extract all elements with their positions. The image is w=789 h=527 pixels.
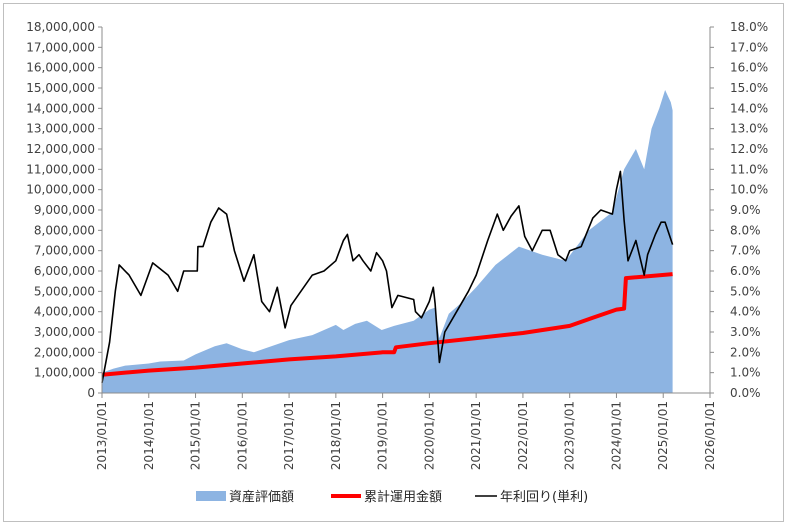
x-tick-label: 2024/01/01 [609, 401, 623, 470]
y2-tick-label: 2.0% [730, 345, 761, 359]
y2-tick-label: 16.0% [730, 61, 768, 75]
plot-area [101, 90, 674, 393]
y-tick-label: 3,000,000 [34, 325, 95, 339]
y-tick-label: 10,000,000 [26, 183, 95, 197]
x-tick-label: 2014/01/01 [142, 401, 156, 470]
x-tick-label: 2018/01/01 [329, 401, 343, 470]
x-tick-label: 2019/01/01 [376, 401, 390, 470]
y-tick-label: 17,000,000 [26, 40, 95, 54]
y2-tick-label: 12.0% [730, 142, 768, 156]
y2-tick-label: 8.0% [730, 223, 761, 237]
y-tick-label: 4,000,000 [34, 305, 95, 319]
x-tick-label: 2025/01/01 [656, 401, 670, 470]
y2-tick-label: 11.0% [730, 162, 768, 176]
y2-tick-label: 15.0% [730, 81, 768, 95]
y2-tick-label: 1.0% [730, 366, 761, 380]
x-tick-label: 2020/01/01 [422, 401, 436, 470]
y2-tick-label: 18.0% [730, 20, 768, 34]
y-tick-label: 6,000,000 [34, 264, 95, 278]
y2-tick-label: 3.0% [730, 325, 761, 339]
y2-tick-label: 7.0% [730, 244, 761, 258]
series-area-0 [102, 90, 673, 393]
legend-label-2: 年利回り(単利) [500, 489, 588, 505]
x-tick-label: 2026/01/01 [703, 401, 717, 470]
y-tick-label: 12,000,000 [26, 142, 95, 156]
y-tick-label: 15,000,000 [26, 81, 95, 95]
axes: 0 1,000,000 2,000,000 3,000,000 4,000,000 5,0… [26, 20, 768, 470]
legend-label-0: 資産評価額 [229, 489, 294, 505]
series-line-2 [101, 170, 674, 383]
y-tick-label: 8,000,000 [34, 223, 95, 237]
x-tick-label: 2013/01/01 [95, 401, 109, 470]
y2-tick-label: 13.0% [730, 122, 768, 136]
series-line-1 [101, 272, 673, 377]
y2-tick-label: 6.0% [730, 264, 761, 278]
y-tick-label: 18,000,000 [26, 20, 95, 34]
y-tick-label: 11,000,000 [26, 162, 95, 176]
x-tick-label: 2015/01/01 [189, 401, 203, 470]
y2-tick-label: 17.0% [730, 40, 768, 54]
y-tick-label: 0 [87, 386, 95, 400]
y2-tick-label: 10.0% [730, 183, 768, 197]
y2-tick-label: 9.0% [730, 203, 761, 217]
x-tick-label: 2021/01/01 [469, 401, 483, 470]
y2-tick-label: 4.0% [730, 305, 761, 319]
x-tick-label: 2023/01/01 [563, 401, 577, 470]
x-tick-label: 2016/01/01 [235, 401, 249, 470]
x-tick-label: 2017/01/01 [282, 401, 296, 470]
legend-swatch-0 [196, 491, 226, 501]
y2-tick-label: 0.0% [730, 386, 761, 400]
y-tick-label: 7,000,000 [34, 244, 95, 258]
y-tick-label: 1,000,000 [34, 366, 95, 380]
x-tick-label: 2022/01/01 [516, 401, 530, 470]
y-tick-label: 14,000,000 [26, 101, 95, 115]
legend-label-1: 累計運用金額 [364, 489, 442, 505]
legend: 資産評価額 累計運用金額 年利回り(単利) [196, 489, 588, 505]
y2-tick-label: 5.0% [730, 284, 761, 298]
y-tick-label: 16,000,000 [26, 61, 95, 75]
y2-tick-label: 14.0% [730, 101, 768, 115]
y-tick-label: 5,000,000 [34, 284, 95, 298]
y-tick-label: 2,000,000 [34, 345, 95, 359]
y-tick-label: 13,000,000 [26, 122, 95, 136]
y-tick-label: 9,000,000 [34, 203, 95, 217]
